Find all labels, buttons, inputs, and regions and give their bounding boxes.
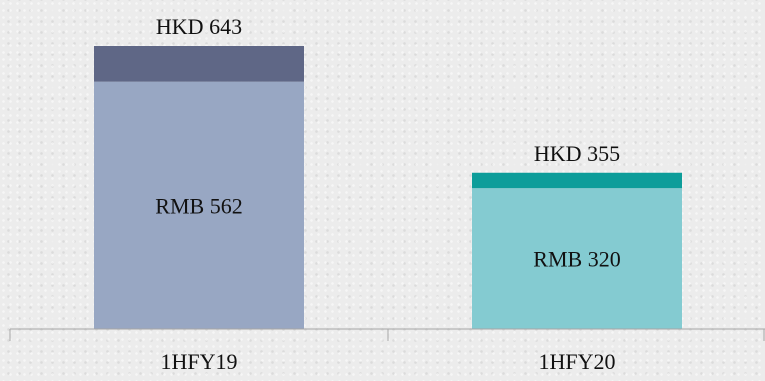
- bar-segment-1HFY19-s1: [94, 46, 304, 82]
- x-tick-label-1HFY19: 1HFY19: [160, 349, 237, 374]
- segment-label-1HFY20: RMB 320: [533, 247, 620, 272]
- segment-label-1HFY19: RMB 562: [155, 193, 242, 218]
- bar-segment-1HFY20-s0: [472, 188, 682, 329]
- x-axis: [9, 328, 765, 341]
- bar-segment-1HFY20-s1: [472, 172, 682, 189]
- bars-group: [94, 46, 682, 329]
- total-label-1HFY20: HKD 355: [534, 141, 620, 166]
- labels-group: RMB 562 HKD 643 1HFY19 RMB 320 HKD 355 1HFY20: [155, 14, 620, 374]
- x-tick-label-1HFY20: 1HFY20: [538, 349, 615, 374]
- bar-segment-1HFY19-s0: [94, 81, 304, 329]
- total-label-1HFY19: HKD 643: [156, 14, 242, 39]
